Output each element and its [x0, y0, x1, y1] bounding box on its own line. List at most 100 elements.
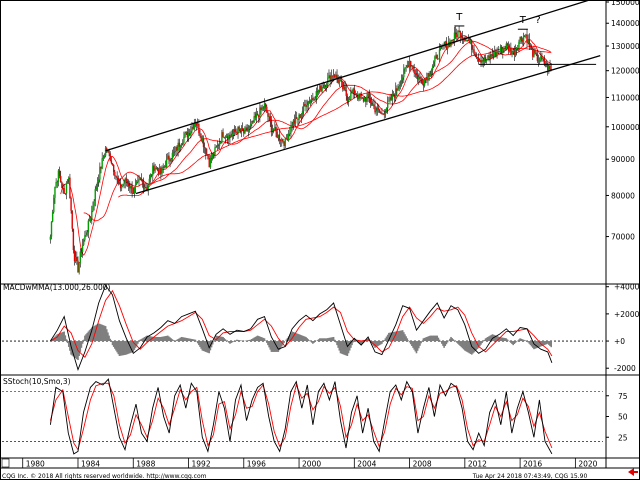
peak-annotation: T — [455, 12, 463, 23]
candle-body — [359, 94, 360, 98]
channel-lower-line — [136, 56, 600, 194]
candle-body — [119, 182, 120, 183]
candle-body — [499, 51, 500, 52]
candle-body — [518, 42, 519, 49]
candle-body — [50, 237, 51, 240]
candle-body — [98, 180, 99, 183]
macd-histogram-bar — [334, 340, 336, 341]
candle-body — [248, 129, 249, 131]
candle-body — [400, 85, 401, 86]
candle-body — [52, 212, 53, 222]
candle-body — [524, 36, 525, 37]
candle-body — [244, 128, 245, 134]
candle-body — [350, 93, 351, 99]
macd-title: MACDwMMA(13.000,26.000) — [3, 283, 110, 292]
candle-body — [289, 133, 290, 134]
candle-body — [370, 98, 371, 102]
candle-body — [344, 86, 345, 90]
candle-body — [270, 116, 271, 121]
candle-body — [457, 30, 458, 36]
stoch-y-tick-label: 25 — [618, 433, 628, 442]
candle-body — [416, 73, 417, 75]
candle-body — [523, 36, 524, 41]
scroll-right-arrow-shaft[interactable] — [633, 471, 638, 473]
candle-body — [380, 112, 381, 113]
candle-body — [121, 186, 122, 188]
candle-body — [86, 232, 87, 235]
candle-body — [207, 155, 208, 160]
candle-body — [135, 185, 136, 188]
candle-body — [113, 165, 114, 172]
candle-body — [80, 252, 81, 263]
footer-copyright: CQG Inc. © 2018 All rights reserved worl… — [2, 473, 207, 480]
candle-body — [310, 100, 311, 102]
candle-body — [69, 178, 70, 198]
candle-body — [128, 183, 129, 186]
candle-body — [401, 80, 402, 85]
candle-body — [314, 99, 315, 101]
price-y-tick-label: 130000 — [611, 42, 640, 51]
candle-body — [222, 132, 223, 137]
macd-histogram-bar — [226, 340, 228, 341]
candle-body — [437, 55, 438, 59]
peak-annotation: ? — [535, 15, 540, 26]
candle-body — [168, 156, 169, 161]
candle-body — [199, 133, 200, 136]
candle-body — [110, 153, 111, 160]
candle-body — [349, 99, 350, 100]
x-tick-label: 1984 — [81, 460, 100, 469]
candle-body — [95, 189, 96, 201]
candle-body — [379, 110, 380, 113]
x-tick-label: 2012 — [468, 460, 487, 469]
candle-body — [230, 136, 231, 137]
candle-body — [388, 101, 389, 102]
macd-histogram-bar — [408, 340, 410, 341]
macd-histogram-bar — [454, 340, 456, 341]
x-tick-label: 2000 — [302, 460, 321, 469]
candle-body — [303, 104, 304, 111]
candle-body — [369, 93, 370, 98]
candle-body — [373, 104, 374, 106]
candle-body — [386, 108, 387, 112]
candle-body — [539, 61, 540, 62]
macd-y-tick-label: +2000 — [614, 310, 640, 319]
candle-body — [149, 179, 150, 185]
moving-average-line — [84, 41, 552, 221]
candle-body — [108, 150, 109, 153]
candle-body — [306, 105, 307, 107]
candle-body — [90, 218, 91, 221]
candle-body — [424, 79, 425, 85]
candle-body — [492, 54, 493, 56]
candle-body — [354, 89, 355, 94]
x-tick-label: 2004 — [357, 460, 376, 469]
candle-body — [157, 168, 158, 171]
candle-body — [488, 55, 489, 56]
candle-body — [402, 77, 403, 80]
macd-histogram-bar — [309, 340, 311, 341]
macd-line — [50, 285, 552, 369]
price-y-tick-label: 80000 — [611, 191, 635, 200]
candle-body — [371, 103, 372, 105]
candle-body — [465, 41, 466, 42]
candle-body — [279, 135, 280, 141]
price-y-tick-label: 120000 — [611, 67, 640, 76]
candle-body — [96, 187, 97, 189]
candle-body — [122, 184, 123, 186]
candle-body — [531, 47, 532, 49]
macd-histogram-bar — [439, 340, 441, 341]
macd-histogram-bar — [66, 339, 68, 341]
candle-body — [51, 222, 52, 237]
candle-body — [318, 90, 319, 92]
candle-body — [412, 66, 413, 70]
x-tick-label: 2020 — [578, 460, 597, 469]
candle-body — [112, 163, 113, 164]
x-tick-label: 1996 — [247, 460, 266, 469]
candle-body — [385, 112, 386, 114]
candle-body — [265, 104, 266, 107]
candle-body — [432, 66, 433, 70]
candle-body — [220, 142, 221, 143]
candle-body — [101, 158, 102, 168]
candle-body — [249, 126, 250, 129]
